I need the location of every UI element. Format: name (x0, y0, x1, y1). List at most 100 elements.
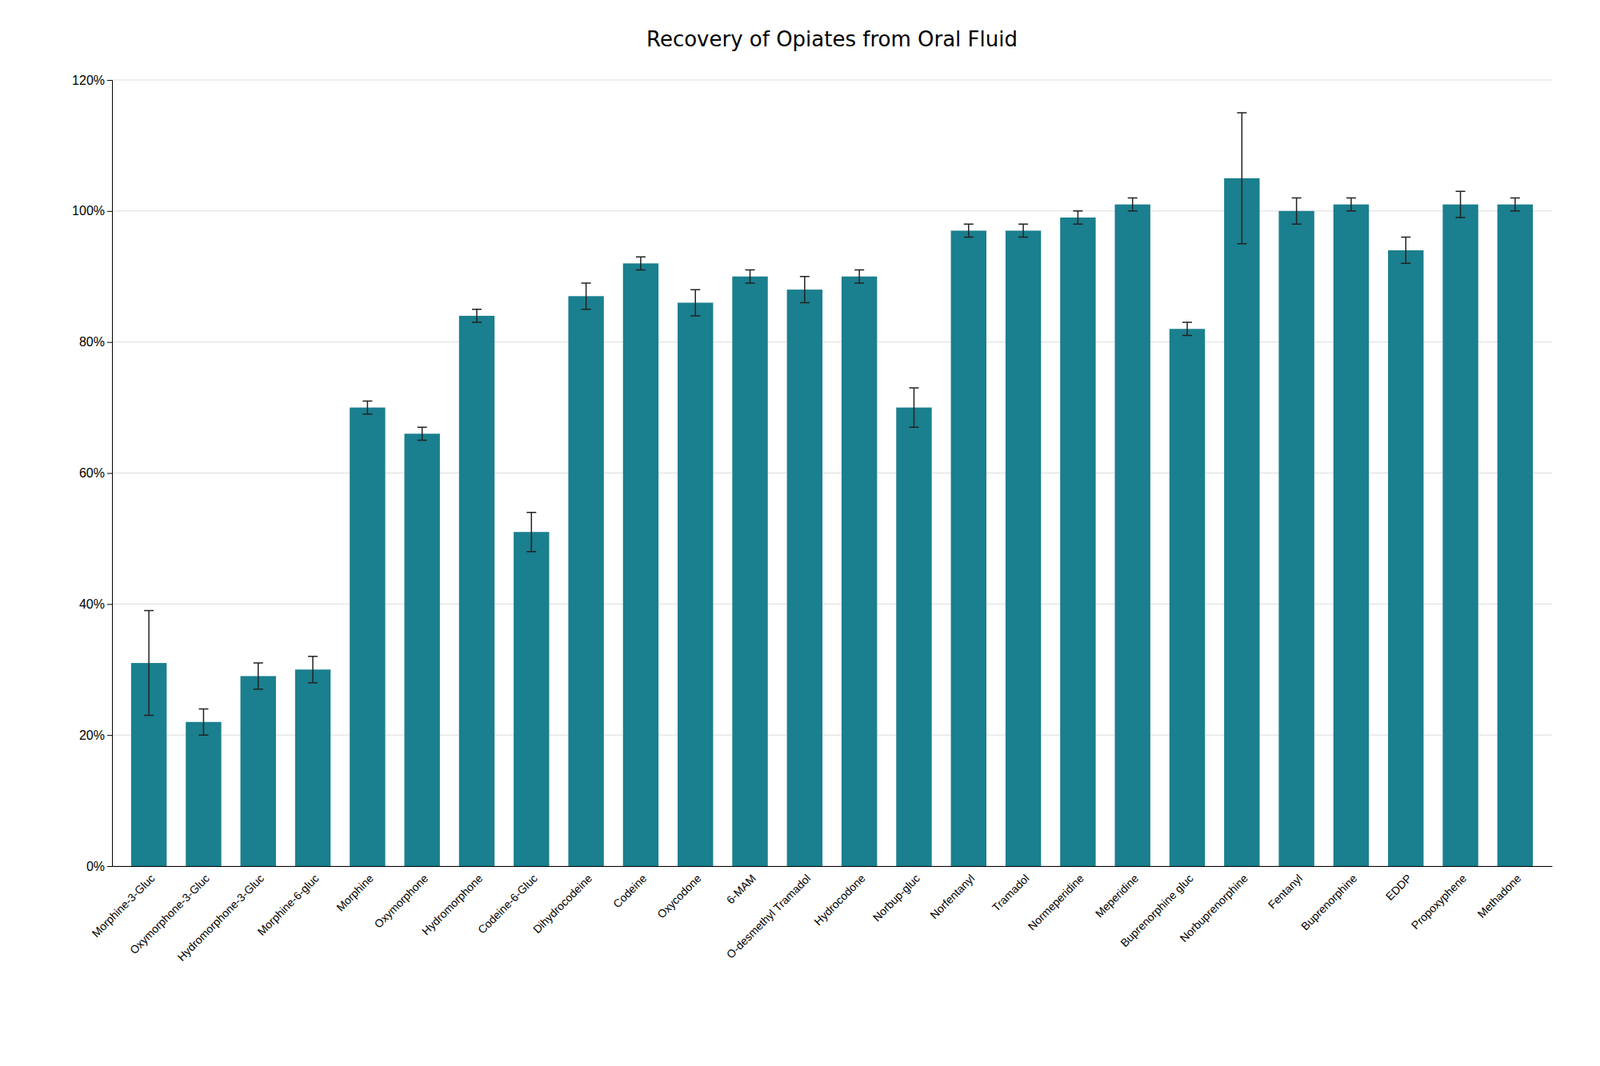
bar (349, 408, 385, 867)
y-axis-line (107, 80, 113, 868)
x-tick: Morphine-6-gluc (255, 872, 322, 939)
y-tick-mark (107, 342, 112, 344)
bar (787, 289, 823, 867)
x-tick: Propoxyphene (1408, 872, 1469, 932)
x-tick: Codeine (610, 872, 649, 911)
y-tick-label: 0% (86, 860, 105, 874)
bar (1333, 204, 1369, 867)
x-tick: Hydrocodone (811, 872, 868, 928)
x-tick: Normeperidine (1025, 872, 1087, 933)
bars (131, 178, 1533, 867)
x-tick-label: Norfentanyl (927, 872, 977, 922)
x-tick: Oxycodone (654, 872, 704, 922)
x-tick: EDDP (1383, 872, 1415, 904)
x-tick-label: Methadone (1474, 872, 1524, 921)
error-bar (1182, 322, 1192, 336)
bar (623, 263, 659, 867)
bar (1115, 204, 1151, 867)
bar (896, 408, 932, 867)
x-tick: Meperidine (1092, 872, 1141, 920)
error-bar (581, 283, 592, 310)
y-tick: 20% (79, 728, 112, 743)
bar (185, 722, 221, 867)
y-tick: 40% (79, 597, 112, 612)
x-tick: Norbuprenorphine (1177, 872, 1251, 945)
x-tick: Norfentanyl (927, 872, 977, 922)
y-tick-label: 120% (72, 73, 105, 88)
y-tick-mark (107, 211, 112, 212)
bar (513, 532, 549, 867)
y-tick-mark (107, 604, 112, 605)
bar (404, 433, 440, 867)
y-tick-mark (107, 473, 112, 475)
bar (1278, 211, 1314, 867)
bar (240, 676, 276, 867)
y-tick: 100% (72, 204, 112, 218)
error-bar (1128, 197, 1138, 211)
error-bars (144, 112, 1520, 736)
x-tick: Tramadol (989, 872, 1032, 915)
x-tick-label: Normeperidine (1025, 872, 1087, 933)
x-tick-label: Fentanyl (1265, 872, 1305, 912)
x-tick-label: Oxymorphone (372, 872, 432, 932)
x-tick-label: EDDP (1383, 872, 1415, 904)
y-axis: 0%20%40%60%80%100%120% (72, 73, 112, 874)
bar (459, 316, 495, 867)
y-tick-label: 80% (79, 335, 105, 349)
y-tick-label: 100% (72, 204, 105, 218)
error-bar (472, 309, 482, 323)
x-tick-label: Hydromorphone-3-Gluc (174, 872, 267, 964)
x-tick: Methadone (1474, 872, 1524, 921)
x-axis-line (112, 866, 1553, 868)
x-tick-label: O-desmethyl Tramadol (724, 872, 813, 961)
bar (951, 230, 987, 867)
y-tick-mark (107, 80, 112, 81)
x-tick-label: Morphine (333, 872, 376, 915)
error-bar (1292, 197, 1302, 224)
x-tick-label: Meperidine (1092, 872, 1141, 920)
chart: 0%20%40%60%80%100%120%Morphine-3-GlucOxy… (0, 0, 1600, 1066)
error-bar (1400, 237, 1411, 264)
x-tick-label: 6-MAM (724, 872, 759, 907)
bar (1224, 178, 1260, 867)
error-bar (964, 224, 974, 237)
error-bar (362, 400, 372, 414)
marks (131, 112, 1533, 867)
bar (841, 276, 877, 867)
bar (568, 296, 604, 867)
error-bar (854, 270, 864, 284)
x-tick: Oxymorphone (372, 872, 432, 932)
error-bar (1346, 197, 1356, 211)
error-bar (198, 708, 208, 736)
error-bar (1018, 224, 1028, 237)
y-tick-mark (107, 866, 112, 868)
error-bar (1072, 211, 1083, 224)
y-tick: 120% (72, 73, 112, 88)
x-tick-label: Dihydrocodeine (530, 872, 595, 936)
error-bar (1236, 112, 1247, 244)
y-tick: 80% (79, 335, 112, 349)
error-bar (908, 388, 919, 428)
x-tick-label: Norbuprenorphine (1177, 872, 1251, 945)
bar (295, 669, 331, 867)
bar (1497, 204, 1533, 867)
error-bar (745, 270, 756, 284)
x-axis: Morphine-3-GlucOxymorphone-3-GlucHydromo… (89, 867, 1553, 964)
x-tick-label: Morphine-6-gluc (255, 872, 322, 939)
x-tick-label: Norbup-gluc (870, 872, 923, 924)
error-bar (1510, 197, 1520, 211)
error-bar (690, 289, 700, 316)
error-bar (1456, 191, 1466, 218)
x-tick-label: Codeine (610, 872, 649, 911)
error-bar (526, 512, 536, 552)
x-tick-label: Propoxyphene (1408, 872, 1469, 932)
x-tick-label: Hydrocodone (811, 872, 868, 928)
x-tick-label: Tramadol (989, 872, 1032, 915)
x-tick: Dihydrocodeine (530, 872, 595, 936)
bar (1005, 230, 1041, 867)
y-tick: 0% (86, 860, 112, 874)
plot-area: 0%20%40%60%80%100%120%Morphine-3-GlucOxy… (72, 73, 1552, 964)
x-tick: Fentanyl (1265, 872, 1305, 912)
x-tick: 6-MAM (724, 872, 759, 907)
x-tick: Morphine (333, 872, 376, 915)
